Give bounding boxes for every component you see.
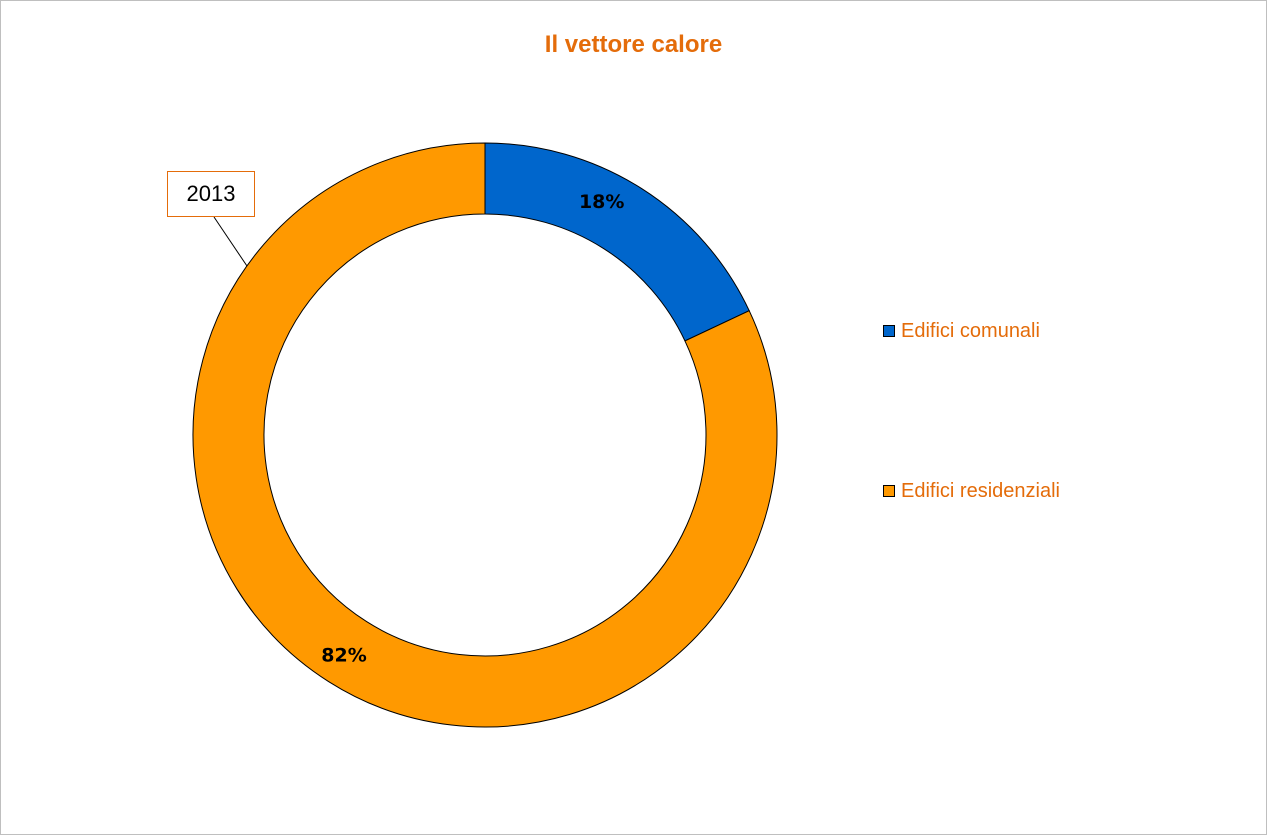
legend-label-edifici-residenziali: Edifici residenziali bbox=[901, 479, 1060, 502]
data-label-edifici-residenziali: 82% bbox=[321, 645, 366, 667]
data-labels: 18% 82% bbox=[321, 191, 624, 666]
legend-swatch-edifici-residenziali bbox=[883, 485, 895, 497]
chart-title: Il vettore calore bbox=[544, 31, 723, 58]
series-label: 2013 bbox=[167, 171, 255, 217]
legend: Edifici comunali Edifici residenziali bbox=[883, 319, 1060, 639]
slice-edifici-residenziali bbox=[192, 142, 778, 728]
legend-swatch-edifici-comunali bbox=[883, 325, 895, 337]
data-label-edifici-comunali: 18% bbox=[579, 191, 624, 213]
doughnut-slices bbox=[192, 142, 778, 728]
legend-item-edifici-comunali: Edifici comunali bbox=[883, 319, 1060, 343]
legend-item-edifici-residenziali: Edifici residenziali bbox=[883, 479, 1060, 503]
legend-label-edifici-comunali: Edifici comunali bbox=[901, 319, 1040, 342]
series-label-leader-line bbox=[213, 216, 250, 270]
slice-edifici-comunali bbox=[484, 142, 750, 342]
